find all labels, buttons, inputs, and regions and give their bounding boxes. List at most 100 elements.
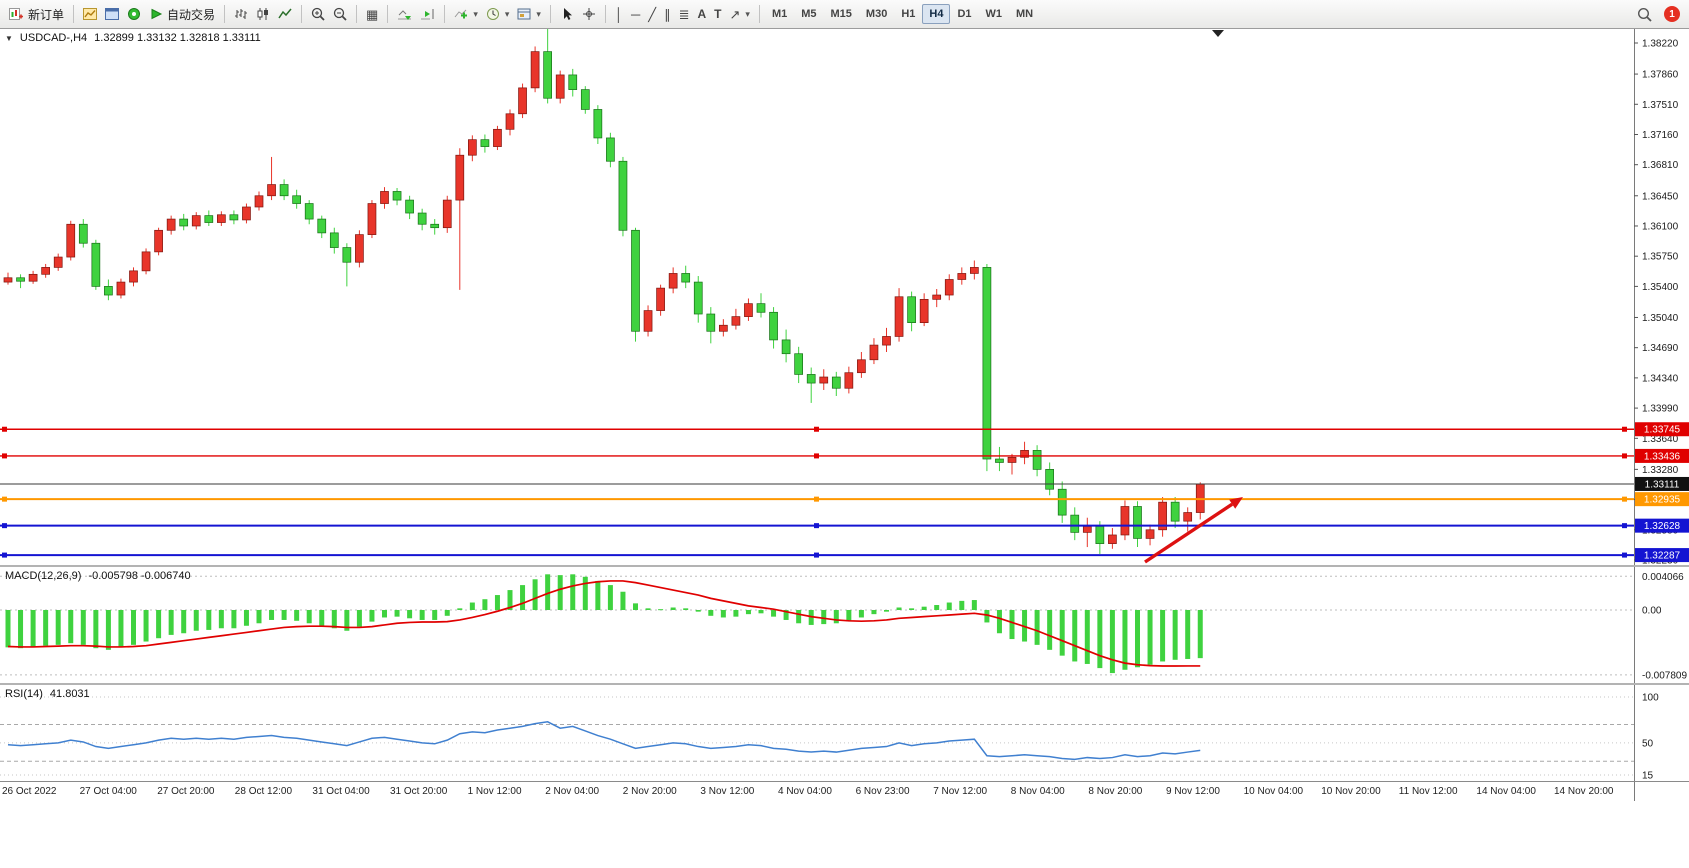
candle	[1082, 525, 1092, 533]
text-label-button[interactable]: T	[710, 2, 725, 26]
time-label: 6 Nov 23:00	[855, 786, 910, 797]
signals-button[interactable]	[123, 2, 145, 26]
candle	[907, 296, 916, 323]
indicators-button[interactable]: ▾	[450, 2, 482, 26]
zoom-in-button[interactable]	[307, 2, 329, 26]
line-handle[interactable]	[814, 426, 819, 432]
tile-windows-button[interactable]: ▦	[362, 2, 382, 26]
price-tag-label: 1.32935	[1644, 495, 1681, 506]
candle	[769, 311, 778, 341]
profiles-button[interactable]	[101, 2, 123, 26]
candles-layer	[3, 29, 1205, 554]
line-handle[interactable]	[2, 496, 7, 502]
timeframe-m30[interactable]: M30	[859, 4, 894, 24]
auto-scroll-icon	[398, 10, 412, 20]
channel-button[interactable]: ∥	[660, 2, 675, 26]
price-chart-canvas[interactable]: 1.38220 1.37860 1.37510 1.37160 1.36810 1.364…	[0, 29, 1689, 565]
candle	[681, 273, 691, 283]
new-order-button[interactable]: 新订单	[5, 2, 68, 26]
candle	[355, 234, 364, 263]
fibonacci-button[interactable]: ≣	[675, 2, 694, 26]
horizontal-line-button[interactable]: ─	[627, 2, 644, 26]
trend-arrow[interactable]	[1144, 497, 1243, 564]
auto-trading-button[interactable]: 自动交易	[145, 2, 219, 26]
timeframe-m5[interactable]: M5	[794, 4, 823, 24]
line-handle[interactable]	[1622, 523, 1627, 529]
candle	[857, 359, 866, 374]
price-axis-label: 1.34690	[1642, 343, 1679, 354]
rsi-axis-label: 15	[1642, 771, 1654, 782]
line-handle[interactable]	[2, 426, 7, 432]
price-tag-label: 1.32628	[1644, 521, 1681, 532]
line-handle[interactable]	[1622, 552, 1627, 558]
chart-shift-marker[interactable]	[1212, 30, 1224, 37]
rsi-line	[7, 720, 1201, 761]
chart-shift-button[interactable]	[416, 2, 439, 26]
candle	[1120, 506, 1130, 536]
candlestick-button[interactable]	[252, 2, 274, 26]
timeframe-h1[interactable]: H1	[894, 4, 922, 24]
timeframe-d1[interactable]: D1	[950, 4, 978, 24]
bar-chart-button[interactable]	[230, 2, 252, 26]
time-label: 8 Nov 04:00	[1010, 786, 1065, 797]
dropdown-icon: ▾	[504, 8, 510, 19]
arrows-button[interactable]: ↗ ▾	[726, 2, 754, 26]
crosshair-icon	[582, 8, 595, 20]
cursor-button[interactable]	[556, 2, 578, 26]
line-handle[interactable]	[814, 496, 819, 502]
toolbar-separator	[356, 5, 358, 23]
timeframe-h4[interactable]: H4	[922, 4, 951, 24]
candle	[606, 137, 615, 162]
candle	[16, 277, 25, 282]
time-label: 26 Oct 2022	[2, 786, 57, 797]
macd-panel: 0.004066 0.00 -0.007809 MACD(12,26,9) -0.0…	[0, 565, 1689, 683]
crosshair-button[interactable]	[578, 2, 600, 26]
price-axis-label: 1.36810	[1642, 160, 1679, 171]
text-button[interactable]: A	[694, 2, 711, 26]
candle	[844, 372, 854, 389]
line-handle[interactable]	[814, 552, 819, 558]
candle	[430, 223, 440, 229]
time-axis[interactable]: 26 Oct 2022 27 Oct 04:00 27 Oct 20:00 28 Oc…	[0, 781, 1689, 801]
candle	[1095, 525, 1105, 544]
candle	[518, 87, 527, 115]
candle	[530, 51, 540, 89]
new-chart-button[interactable]	[79, 2, 101, 26]
auto-scroll-button[interactable]	[393, 2, 416, 26]
candle	[932, 294, 942, 300]
macd-canvas[interactable]: 0.004066 0.00 -0.007809	[0, 567, 1689, 683]
line-handle[interactable]	[814, 523, 819, 529]
line-chart-button[interactable]	[274, 2, 296, 26]
candle	[1007, 456, 1017, 463]
price-tag-label: 1.33111	[1645, 479, 1680, 490]
line-handle[interactable]	[1622, 426, 1627, 432]
line-handle[interactable]	[1622, 496, 1627, 502]
line-handle[interactable]	[2, 523, 7, 529]
notification-badge[interactable]: 1	[1664, 6, 1680, 22]
templates-button[interactable]: ▾	[513, 2, 545, 26]
price-axis-label: 1.33640	[1642, 434, 1679, 445]
zoom-out-button[interactable]	[329, 2, 351, 26]
trendline-button[interactable]: ╱	[644, 2, 660, 26]
rsi-canvas[interactable]: 100 50 15	[0, 685, 1689, 781]
time-label: 31 Oct 20:00	[390, 786, 448, 797]
timeframe-m15[interactable]: M15	[824, 4, 859, 24]
line-handle[interactable]	[2, 552, 7, 558]
timeframe-m1[interactable]: M1	[765, 4, 794, 24]
line-handle[interactable]	[814, 453, 819, 459]
line-handle[interactable]	[1622, 453, 1627, 459]
periods-button[interactable]: ▾	[482, 2, 514, 26]
candle	[204, 215, 214, 223]
price-tag	[1635, 448, 1689, 463]
candle	[944, 279, 954, 296]
price-tag	[1635, 422, 1689, 437]
timeframe-w1[interactable]: W1	[979, 4, 1010, 24]
price-axis-label: 1.33280	[1642, 465, 1679, 476]
vertical-line-button[interactable]: │	[611, 2, 627, 26]
timeframe-mn[interactable]: MN	[1009, 4, 1040, 24]
candle	[480, 139, 490, 147]
candle	[894, 296, 904, 337]
line-handle[interactable]	[2, 453, 7, 459]
candle	[1070, 514, 1080, 533]
search-button[interactable]	[1633, 2, 1656, 26]
